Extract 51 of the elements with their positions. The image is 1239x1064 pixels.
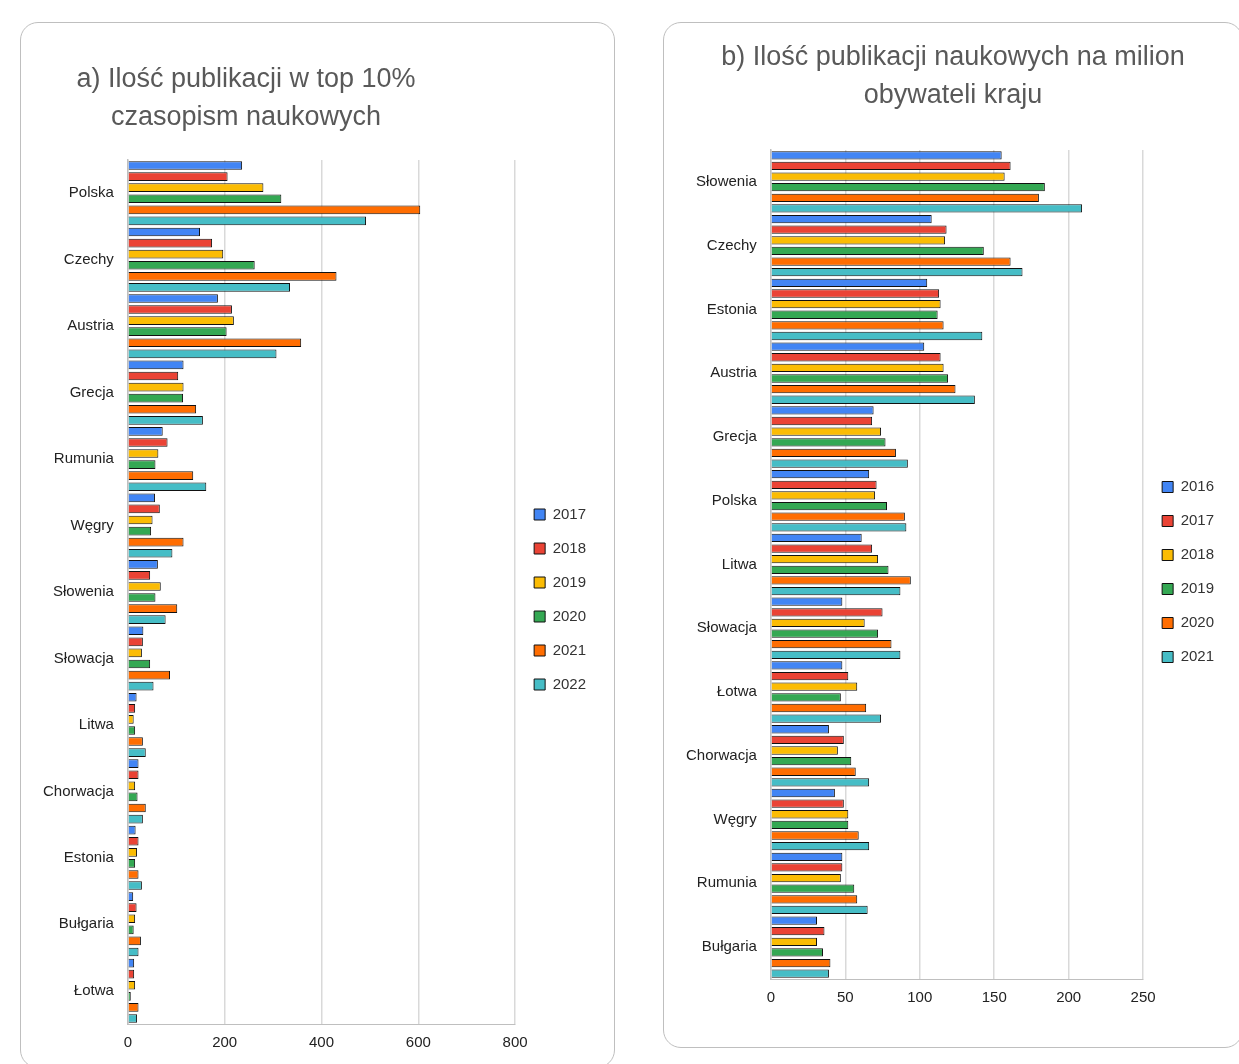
y-tick-label: Rumunia	[696, 873, 758, 891]
legend-label: 2020	[1180, 613, 1215, 631]
y-tick-label: Litwa	[78, 715, 115, 733]
y-tick-label: Bułgaria	[58, 914, 115, 932]
y-tick-label: Austria	[710, 363, 758, 381]
x-tick-label: 200	[212, 1033, 238, 1051]
y-tick-label: Grecja	[712, 427, 758, 445]
legend-label: 2020	[552, 606, 587, 624]
y-tick-label: Rumunia	[53, 449, 115, 467]
y-tick-label: Estonia	[706, 299, 758, 317]
y-tick-label: Chorwacja	[42, 781, 115, 799]
x-tick-label: 50	[836, 988, 854, 1006]
y-tick-label: Grecja	[69, 382, 115, 400]
x-tick-label: 600	[405, 1033, 431, 1051]
y-tick-label: Słowacja	[53, 648, 115, 666]
legend-label: 2021	[1180, 647, 1215, 665]
legend-label: 2019	[1180, 579, 1215, 597]
x-tick-label: 0	[123, 1033, 133, 1051]
y-tick-label: Polska	[68, 183, 115, 201]
chart-title: a) Ilość publikacji w top 10% czasopism naukowych	[75, 62, 417, 133]
legend-label: 2016	[1180, 477, 1215, 495]
x-tick-label: 250	[1130, 988, 1156, 1006]
legend-label: 2017	[1180, 511, 1215, 529]
y-tick-label: Czechy	[63, 249, 115, 267]
y-tick-label: Łotwa	[716, 682, 758, 700]
legend-label: 2019	[552, 572, 587, 590]
legend-label: 2018	[552, 538, 587, 556]
x-tick-label: 150	[981, 988, 1007, 1006]
x-tick-label: 800	[502, 1033, 528, 1051]
x-tick-label: 100	[907, 988, 933, 1006]
y-tick-label: Węgry	[713, 809, 758, 827]
x-tick-label: 0	[766, 988, 776, 1006]
chart-title: b) Ilość publikacji naukowych na milion obywateli kraju	[720, 40, 1186, 111]
y-tick-label: Estonia	[63, 847, 115, 865]
y-tick-label: Słowenia	[52, 582, 115, 600]
y-tick-label: Łotwa	[73, 980, 115, 998]
x-tick-label: 400	[308, 1033, 335, 1051]
legend-label: 2021	[552, 640, 587, 658]
y-tick-label: Czechy	[706, 235, 758, 253]
y-tick-label: Słowacja	[696, 618, 758, 636]
y-tick-label: Litwa	[721, 554, 758, 572]
legend-label: 2018	[1180, 545, 1215, 563]
y-tick-label: Chorwacja	[685, 745, 758, 763]
y-tick-label: Słowenia	[695, 172, 758, 190]
x-tick-label: 200	[1056, 988, 1082, 1006]
y-tick-label: Polska	[711, 490, 758, 508]
legend-label: 2017	[552, 504, 587, 522]
y-tick-label: Bułgaria	[701, 937, 758, 955]
y-tick-label: Węgry	[70, 515, 115, 533]
legend-label: 2022	[552, 674, 587, 692]
y-tick-label: Austria	[67, 316, 115, 334]
